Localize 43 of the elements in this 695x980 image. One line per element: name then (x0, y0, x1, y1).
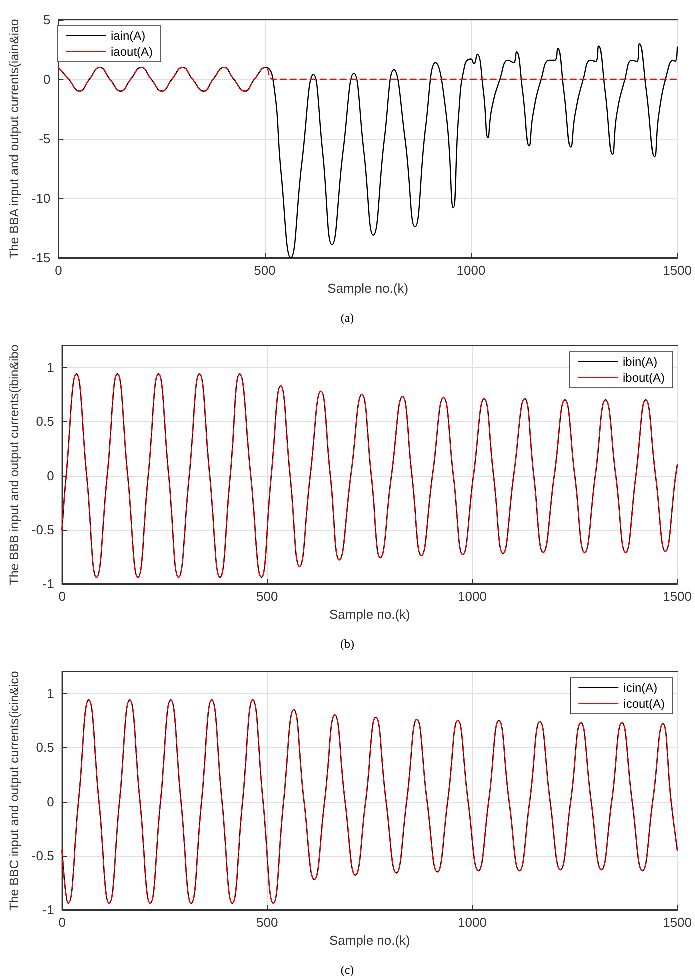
y-tick-label: 0.5 (36, 740, 54, 756)
x-tick-label: 1500 (663, 915, 692, 930)
y-axis-title: The BBA input and output currents(iain&iao (8, 19, 22, 259)
y-tick-label: 5 (43, 12, 51, 28)
legend-label: icin(A) (624, 681, 658, 695)
y-axis-title: The BBC input and output currents(icin&ico (8, 671, 22, 911)
x-tick-label: 1500 (663, 589, 692, 604)
x-tick-label: 500 (256, 915, 278, 930)
text: (a) (340, 311, 354, 325)
y-tick-label: -5 (39, 132, 51, 146)
y-tick-label: 0 (47, 794, 54, 810)
x-tick-label: 500 (256, 589, 278, 604)
line-series (62, 700, 678, 904)
y-tick-label: 1 (47, 360, 54, 376)
y-axis-title: The BBB input and output currents(ibin&ibo (8, 344, 22, 586)
x-tick-label: 0 (58, 589, 66, 604)
y-tick-label: 0 (43, 72, 51, 87)
x-tick-label: 1000 (456, 263, 486, 278)
y-tick-label: 0.5 (36, 414, 54, 430)
legend-label: icout(A) (624, 697, 666, 711)
legend-label: iain(A) (111, 29, 146, 43)
line-series (62, 374, 678, 578)
legend-label: ibout(A) (622, 371, 666, 385)
y-tick-label: -0.5 (32, 522, 54, 538)
x-tick-label: 500 (254, 263, 276, 278)
x-axis-title: Sample no.(k) (329, 933, 410, 948)
legend-label: ibin(A) (622, 355, 658, 369)
y-tick-label: 1 (47, 686, 54, 702)
text: (c) (340, 963, 354, 977)
x-tick-label: 1500 (663, 263, 692, 278)
x-tick-label: 1000 (458, 589, 487, 604)
x-tick-label: 1000 (458, 915, 487, 930)
y-tick-label: -15 (32, 250, 51, 266)
x-axis-title: Sample no.(k) (329, 607, 410, 622)
y-tick-label: 0 (47, 468, 54, 484)
y-tick-label: -1 (42, 902, 54, 918)
y-tick-label: -1 (42, 576, 54, 592)
text: (b) (340, 637, 355, 651)
legend-label: iaout(A) (111, 45, 154, 59)
x-tick-label: 0 (58, 915, 66, 930)
x-axis-title: Sample no.(k) (328, 281, 409, 296)
y-tick-label: -0.5 (32, 848, 54, 864)
y-tick-label: -10 (32, 191, 51, 206)
